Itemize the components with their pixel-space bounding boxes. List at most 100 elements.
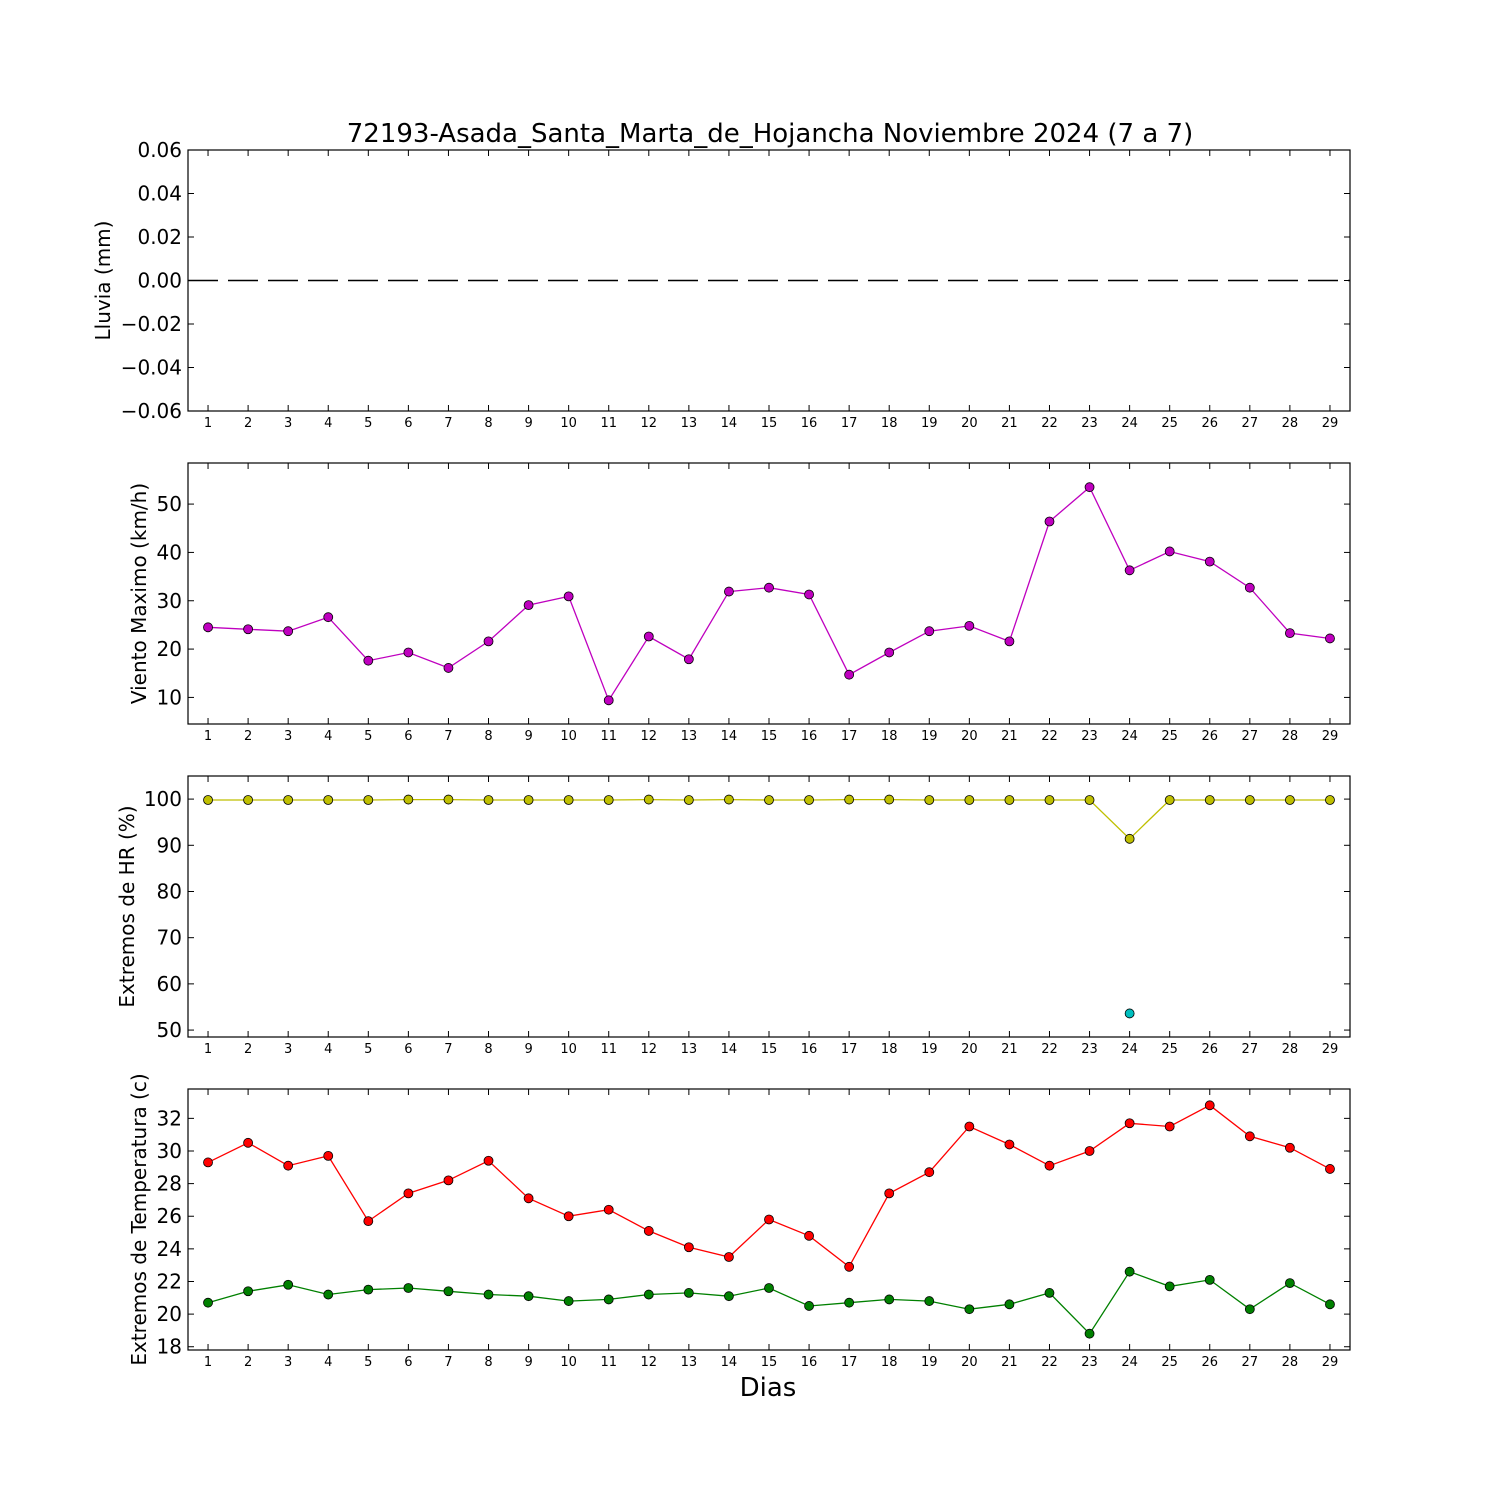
y-tick-label: 18 (157, 1335, 182, 1359)
data-point (1084, 1146, 1095, 1156)
data-point (804, 1230, 814, 1241)
data-point (323, 795, 334, 805)
data-point (643, 1226, 654, 1236)
x-tick-label: 2 (244, 416, 252, 431)
x-tick-label: 8 (484, 1355, 492, 1370)
y-axis-label: Lluvia (mm) (91, 221, 115, 341)
x-tick-label: 4 (324, 416, 332, 431)
data-point (523, 600, 534, 610)
data-point (283, 1160, 294, 1171)
data-point (1244, 795, 1255, 805)
data-point (1325, 633, 1335, 644)
y-tick-label: 10 (157, 685, 182, 709)
data-point (764, 1283, 774, 1293)
y-tick-label: 60 (157, 972, 182, 996)
y-tick-label: 100 (144, 787, 182, 811)
data-point (1244, 582, 1255, 593)
data-point (243, 624, 254, 635)
x-tick-label: 26 (1201, 1355, 1218, 1370)
data-point (844, 794, 855, 805)
axes-frame (187, 775, 1351, 1038)
data-point (1124, 1266, 1135, 1277)
y-tick-label: 0.06 (137, 138, 182, 162)
x-tick-label: 3 (284, 1355, 292, 1370)
x-tick-label: 1 (204, 729, 212, 744)
data-point (964, 1121, 975, 1132)
x-tick-label: 29 (1322, 416, 1339, 431)
data-point (243, 1137, 254, 1148)
y-axis-label: Extremos de Temperatura (c) (127, 1073, 151, 1365)
series-line (207, 1270, 1331, 1335)
x-tick-label: 17 (841, 1355, 858, 1370)
data-point (483, 1155, 494, 1166)
y-tick-label: 0.04 (137, 182, 182, 206)
data-point (1204, 1100, 1215, 1111)
data-point (724, 586, 734, 597)
x-tick-label: 2 (244, 1042, 252, 1057)
x-tick-label: 4 (324, 1355, 332, 1370)
data-point (1044, 795, 1055, 805)
data-point (764, 1214, 774, 1225)
x-tick-label: 21 (1001, 1355, 1018, 1370)
data-point (563, 591, 574, 602)
x-tick-label: 24 (1121, 729, 1138, 744)
x-tick-label: 24 (1121, 416, 1138, 431)
x-tick-label: 25 (1161, 416, 1178, 431)
x-tick-label: 12 (641, 1355, 658, 1370)
x-tick-label: 23 (1081, 729, 1098, 744)
data-point (603, 795, 614, 805)
series-2 (1124, 1008, 1135, 1019)
data-point (403, 647, 414, 658)
x-tick-label: 16 (801, 416, 818, 431)
series-1 (203, 482, 1335, 706)
data-point (1204, 1274, 1215, 1285)
x-tick-label: 24 (1121, 1355, 1138, 1370)
x-tick-label: 19 (921, 1355, 938, 1370)
data-point (283, 626, 294, 637)
data-point (1325, 1299, 1335, 1310)
x-tick-label: 23 (1081, 1355, 1098, 1370)
y-tick-label: −0.04 (121, 356, 182, 380)
data-point (764, 795, 774, 805)
x-tick-label: 21 (1001, 1042, 1018, 1057)
x-tick-label: 28 (1282, 729, 1299, 744)
data-point (363, 1216, 374, 1227)
y-tick-label: −0.02 (121, 312, 182, 336)
data-point (363, 795, 374, 805)
x-tick-label: 19 (921, 416, 938, 431)
y-tick-label: 0.00 (137, 269, 182, 293)
x-tick-label: 28 (1282, 1042, 1299, 1057)
data-point (1244, 1131, 1255, 1142)
data-point (443, 1175, 454, 1186)
data-point (323, 1289, 334, 1300)
x-tick-label: 2 (244, 729, 252, 744)
data-point (1044, 516, 1055, 527)
x-tick-label: 15 (761, 1355, 778, 1370)
data-point (243, 1286, 254, 1297)
y-tick-label: 80 (157, 879, 182, 903)
data-point (724, 1252, 734, 1262)
x-tick-label: 3 (284, 1042, 292, 1057)
x-tick-label: 12 (641, 416, 658, 431)
data-point (1284, 1278, 1295, 1289)
x-tick-label: 16 (801, 729, 818, 744)
x-tick-label: 1 (204, 416, 212, 431)
x-tick-label: 10 (560, 729, 577, 744)
data-point (1084, 1328, 1095, 1339)
data-point (924, 1167, 935, 1178)
data-point (924, 795, 935, 805)
data-point (1004, 1139, 1015, 1150)
x-tick-label: 15 (761, 416, 778, 431)
x-tick-label: 28 (1282, 416, 1299, 431)
data-point (523, 1291, 534, 1302)
x-tick-label: 8 (484, 1042, 492, 1057)
x-tick-label: 14 (721, 416, 738, 431)
x-tick-label: 29 (1322, 1355, 1339, 1370)
x-tick-label: 8 (484, 416, 492, 431)
x-tick-label: 27 (1242, 729, 1259, 744)
data-point (323, 612, 334, 623)
series-line (207, 1104, 1331, 1268)
data-point (483, 795, 494, 805)
data-point (1284, 1142, 1295, 1153)
